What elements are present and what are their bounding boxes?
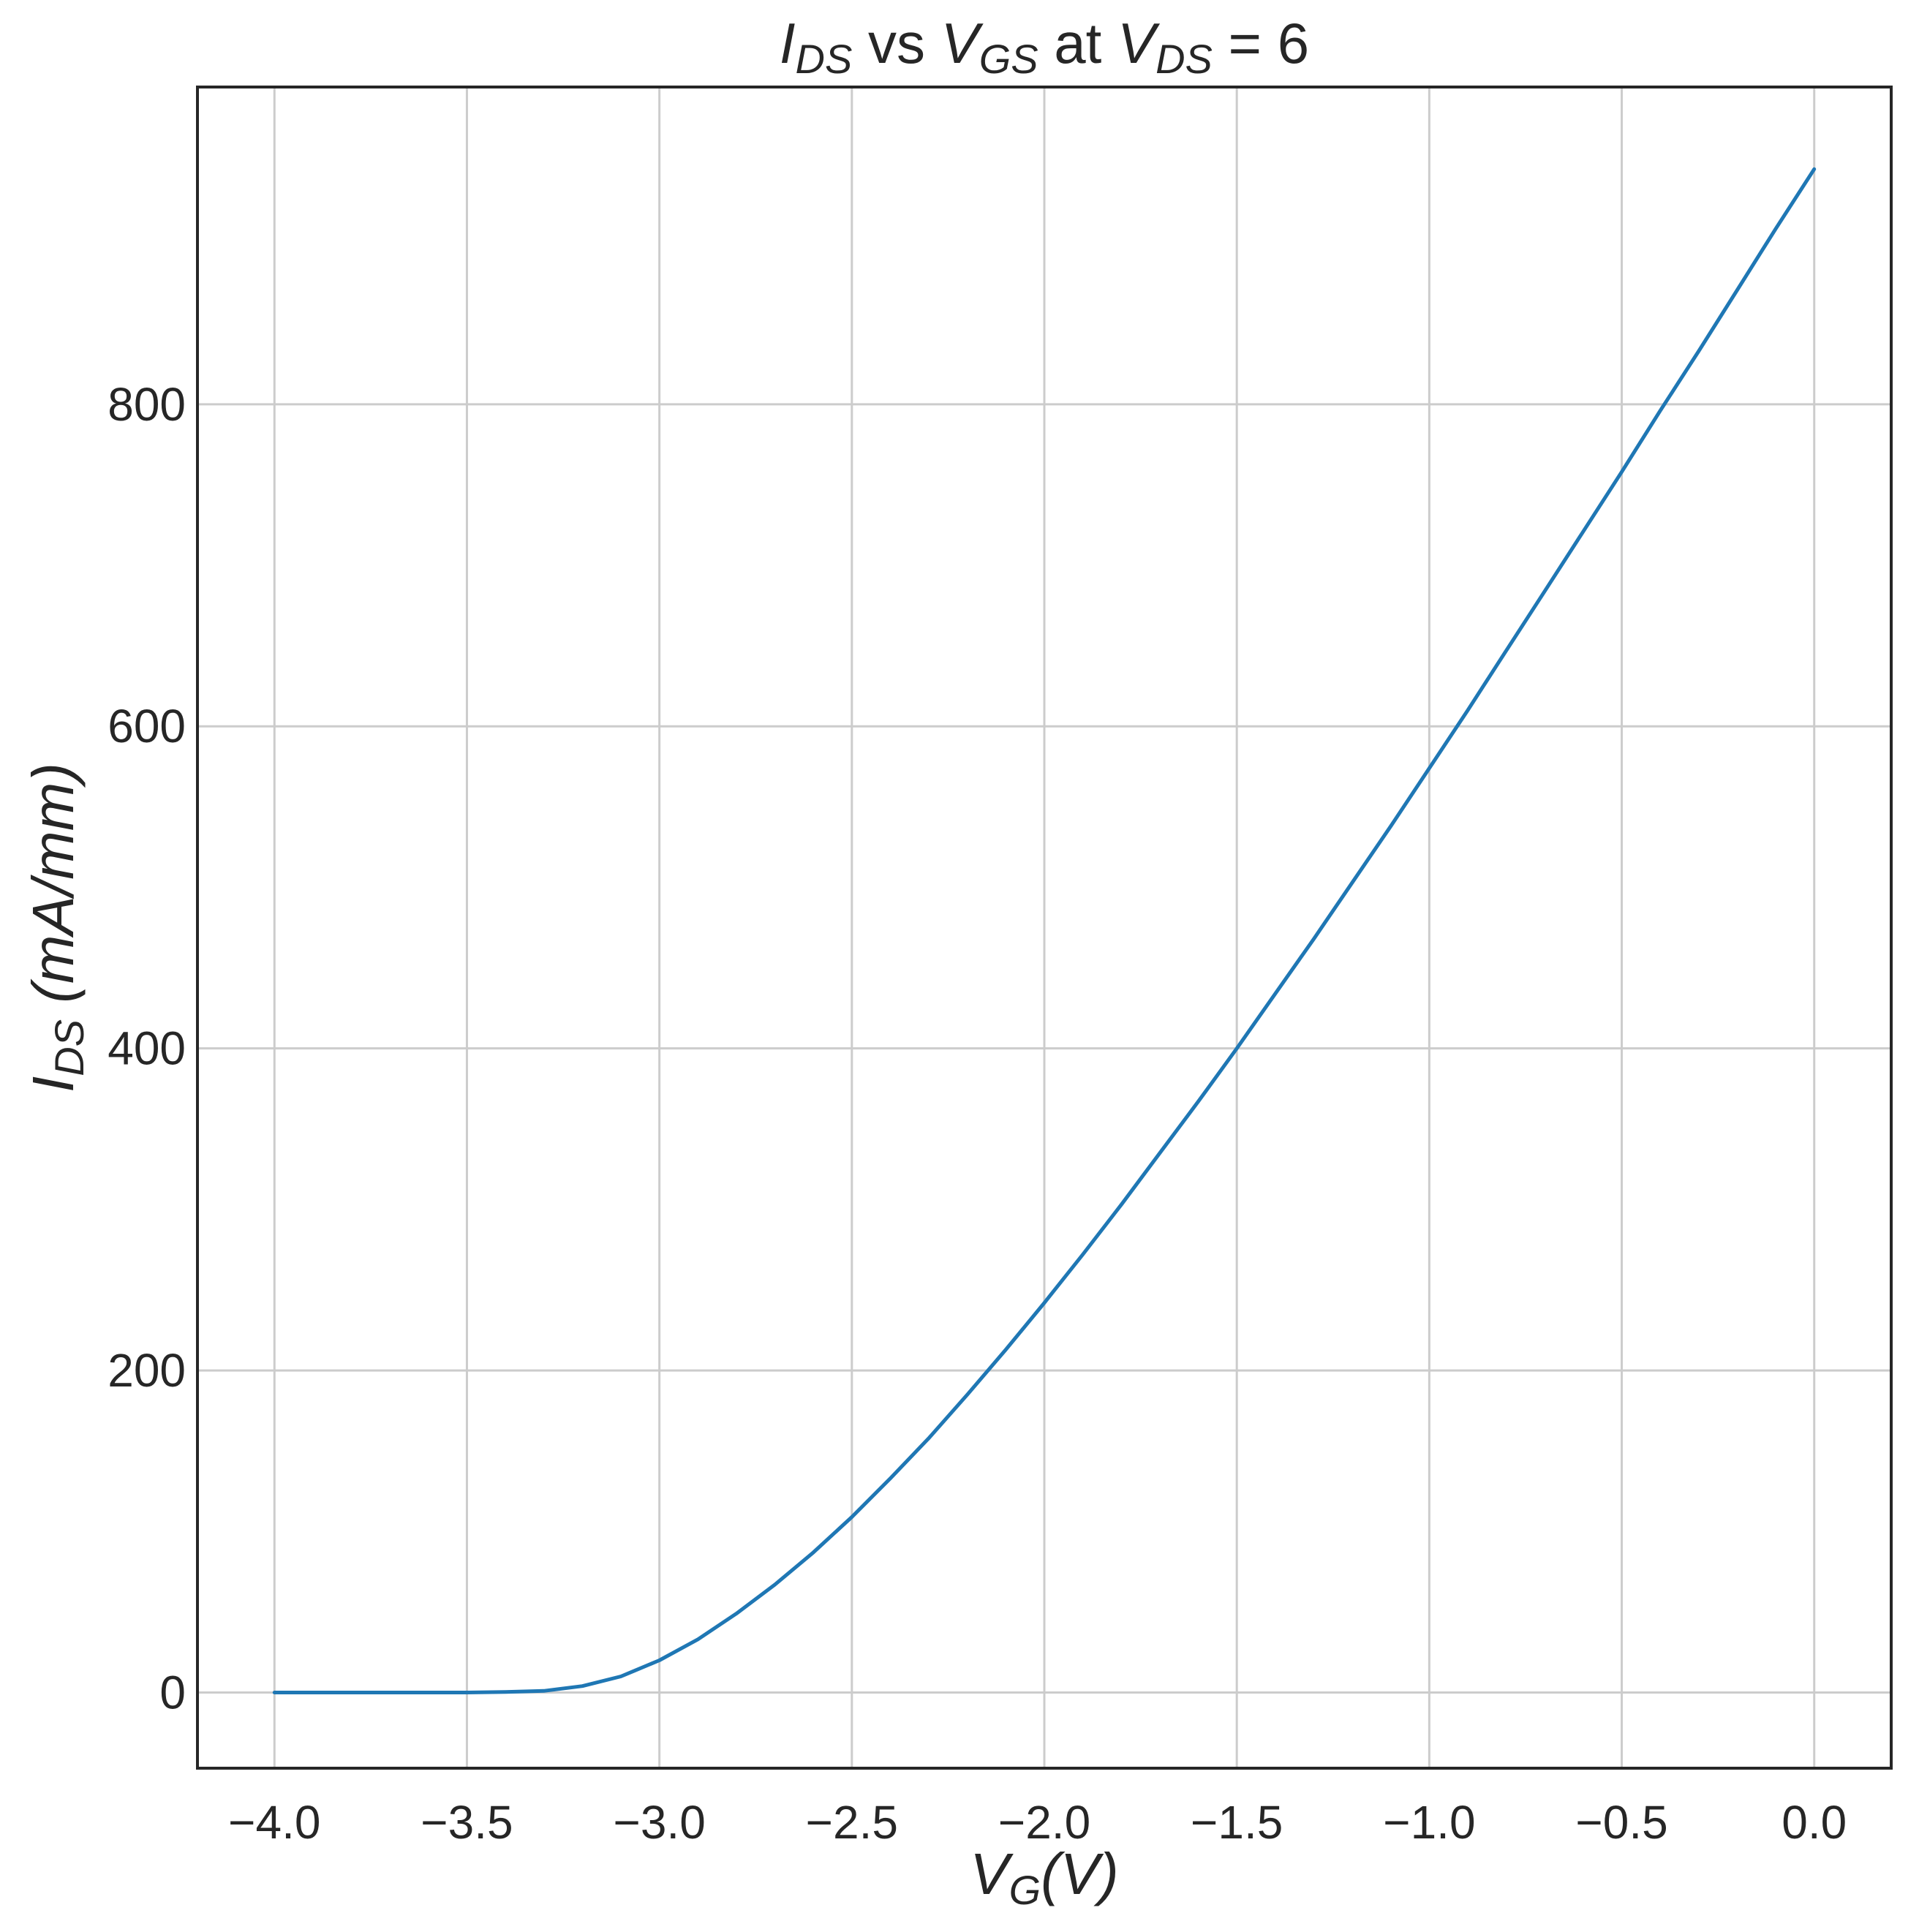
y-tick-labels: 0 200 400 600 800 [108,378,186,1719]
x-tick-labels: −4.0 −3.5 −3.0 −2.5 −2.0 −1.5 −1.0 −0.5 0.0 [228,1796,1847,1849]
x-tick-label: −0.5 [1575,1796,1667,1849]
plot-frame [196,86,1893,1770]
x-tick-label: −1.5 [1191,1796,1283,1849]
x-tick-label: −4.0 [228,1796,320,1849]
y-tick-label: 0 [159,1667,186,1719]
x-axis-label: VG(V) [970,1841,1119,1913]
x-tick-label: −2.0 [998,1796,1090,1849]
chart-title: IDS vs VGS at VDS = 6 [780,11,1309,82]
series-line [272,167,1817,1694]
x-tick-label: −3.0 [613,1796,705,1849]
y-axis-label: IDS (mA/mm) [20,763,92,1093]
x-tick-label: −1.0 [1383,1796,1475,1849]
series-layer [272,167,1817,1694]
y-tick-label: 600 [108,700,186,752]
y-tick-label: 800 [108,378,186,431]
y-tick-label: 400 [108,1022,186,1075]
y-tick-label: 200 [108,1344,186,1397]
x-tick-label: −3.5 [421,1796,513,1849]
grid-lines [197,87,1891,1768]
x-tick-label: −2.5 [806,1796,898,1849]
x-tick-label: 0.0 [1782,1796,1847,1849]
